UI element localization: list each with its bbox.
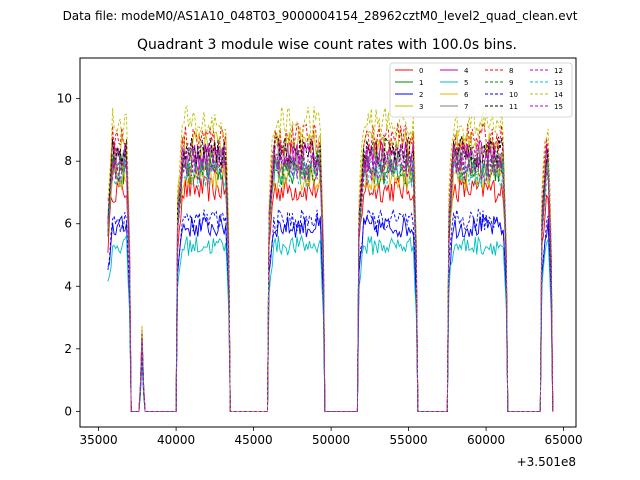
legend-label: 3 [419, 103, 423, 111]
axes: 35000 40000 45000 50000 55000 60000 65000 0 2 4 6 8… [57, 57, 583, 447]
legend-label: 15 [554, 103, 563, 111]
x-tick-label: 65000 [545, 433, 583, 447]
series-line-15 [107, 152, 554, 412]
series-line-14 [107, 105, 554, 412]
legend-label: 10 [509, 91, 518, 99]
legend-box [389, 62, 573, 118]
legend-label: 0 [419, 67, 423, 75]
legend-label: 7 [464, 103, 468, 111]
legend-label: 9 [509, 79, 513, 87]
x-offset-text: +3.501e8 [517, 455, 576, 469]
legend-label: 2 [419, 91, 423, 99]
y-tick-label: 10 [57, 92, 72, 106]
legend-label: 8 [509, 67, 513, 75]
x-tick-label: 40000 [157, 433, 195, 447]
y-tick-label: 0 [64, 404, 72, 418]
legend-label: 4 [464, 67, 469, 75]
chart-title: Quadrant 3 module wise count rates with … [137, 37, 517, 53]
series-line-12 [107, 142, 554, 412]
y-tick-label: 8 [64, 154, 72, 168]
legend-label: 12 [554, 67, 563, 75]
series-line-8 [107, 122, 554, 412]
legend-label: 14 [554, 91, 563, 99]
series-group [107, 105, 554, 412]
chart-suptitle: Data file: modeM0/AS1A10_048T03_90000041… [63, 9, 578, 23]
legend-label: 11 [509, 103, 518, 111]
legend-label: 5 [464, 79, 468, 87]
plot-frame [79, 57, 577, 428]
legend-label: 13 [554, 79, 563, 87]
plot-lines [107, 105, 554, 412]
y-tick-label: 2 [64, 342, 72, 356]
y-tick-label: 6 [64, 217, 72, 231]
y-tick-label: 4 [64, 279, 72, 293]
x-tick-label: 55000 [390, 433, 428, 447]
x-tick-label: 50000 [312, 433, 350, 447]
x-tick-label: 35000 [80, 433, 118, 447]
legend-label: 1 [419, 79, 423, 87]
legend-label: 6 [464, 91, 469, 99]
x-tick-label: 60000 [467, 433, 505, 447]
x-tick-label: 45000 [235, 433, 273, 447]
series-line-13 [107, 159, 554, 412]
